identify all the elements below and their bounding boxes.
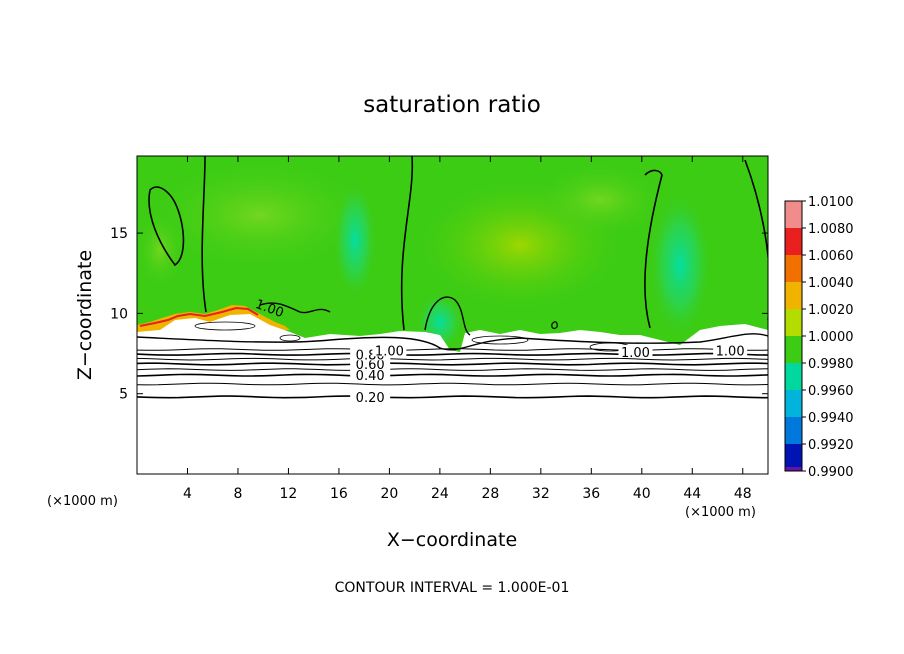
y-axis-label: Z−coordinate [74, 250, 96, 380]
colorbar-label: 1.0020 [808, 303, 854, 318]
contour-1.00-line [137, 333, 768, 351]
cloud-cavity [471, 335, 529, 345]
field-blob [140, 156, 380, 275]
colorbar-cell [785, 363, 802, 390]
contour-label: 0.20 [356, 391, 385, 406]
y-tick-label: 15 [110, 226, 128, 242]
x-tick-label: 36 [582, 486, 600, 502]
horizontal-contours [137, 348, 768, 399]
x-axis-label: X−coordinate [387, 529, 517, 551]
contour-label-bg [713, 343, 748, 357]
colorbar-cell [785, 444, 802, 471]
colorbar-label: 1.0040 [808, 276, 854, 291]
contour-1.00-line [744, 159, 768, 320]
x-tick-label: 48 [734, 486, 752, 502]
contour-line [137, 382, 768, 386]
contour-1.00-line [644, 169, 663, 329]
contour-line [137, 357, 768, 361]
colorbar-cell [785, 201, 802, 228]
colorbar-cell [785, 282, 802, 309]
x-tick-label: 4 [183, 486, 192, 502]
colorbar-label: 0.9920 [808, 438, 854, 453]
field-blob [333, 180, 377, 300]
x-tick-label: 24 [431, 486, 449, 502]
contour-1.00-line [259, 302, 331, 314]
colorbar-label: 0.9960 [808, 384, 854, 399]
colorbar-cell [785, 336, 802, 363]
colorbar-cell [785, 467, 802, 471]
contour-label-bg [350, 368, 391, 382]
field-blob [530, 160, 670, 240]
contour-line [137, 362, 768, 366]
x-tick-label: 28 [481, 486, 499, 502]
contour-line [137, 395, 768, 399]
contour-label-bg [618, 344, 653, 358]
contour-label: 1.00 [375, 344, 404, 359]
x-tick-label: 32 [532, 486, 550, 502]
y-axis: 5 10 15 [110, 226, 768, 403]
contour-line [137, 373, 768, 377]
contour-1.00-line [551, 321, 558, 330]
x-unit-left: (×1000 m) [47, 494, 118, 509]
supersat-fringe-red [139, 306, 259, 327]
colorbar-label: 0.9900 [808, 465, 854, 480]
contour-1.00-line [424, 296, 471, 336]
contour-label: 1.00 [716, 344, 745, 359]
colorbar-cell [785, 390, 802, 417]
plot-field [137, 156, 768, 474]
chart-title: saturation ratio [363, 92, 541, 118]
contour-line [137, 368, 768, 371]
contour-label: 0.40 [356, 369, 385, 384]
colorbar-cell [785, 309, 802, 336]
field-blob [648, 190, 712, 340]
x-unit-right: (×1000 m) [685, 505, 756, 520]
contour-1.00-line [400, 156, 414, 331]
colorbar-label: 1.0080 [808, 222, 854, 237]
colorbar-label: 0.9940 [808, 411, 854, 426]
cloud-cavity [279, 334, 301, 342]
contour-label: 1.00 [621, 346, 650, 361]
contour-interval-note: CONTOUR INTERVAL = 1.000E-01 [335, 580, 570, 596]
colorbar: 1.0100 1.0080 1.0060 1.0040 1.0020 1.0000 0.99… [784, 195, 854, 480]
colorbar-cell [785, 255, 802, 282]
contour-1.00-line [201, 156, 207, 313]
x-tick-label: 20 [380, 486, 398, 502]
colorbar-label: 1.0000 [808, 330, 854, 345]
x-tick-label: 44 [683, 486, 701, 502]
x-tick-label: 16 [330, 486, 348, 502]
x-axis: 4 8 12 16 20 24 28 32 36 40 44 48 [183, 156, 752, 502]
contour-line [137, 348, 768, 351]
colorbar-cell [785, 228, 802, 255]
x-tick-label: 40 [633, 486, 651, 502]
colorbar-label: 1.0060 [808, 249, 854, 264]
x-tick-label: 12 [280, 486, 298, 502]
field-blob [137, 210, 185, 290]
contour-label-bg [372, 343, 407, 357]
y-tick-label: 10 [110, 306, 128, 322]
y-tick-label: 5 [119, 387, 128, 403]
x-tick-label: 8 [233, 486, 242, 502]
contour-1.00-line [148, 186, 185, 267]
contour-label: 0.60 [356, 358, 385, 373]
contour-labels: 0.200.400.600.801.001.00 1.001.00 [253, 297, 748, 406]
contour-line [137, 352, 768, 356]
colorbar-label: 1.0100 [808, 195, 854, 210]
colorbar-cell [785, 417, 802, 444]
colorbar-label: 0.9980 [808, 357, 854, 372]
cloud-cavity [194, 321, 256, 331]
plot-frame [136, 155, 769, 475]
contour-label-bg [350, 389, 391, 403]
